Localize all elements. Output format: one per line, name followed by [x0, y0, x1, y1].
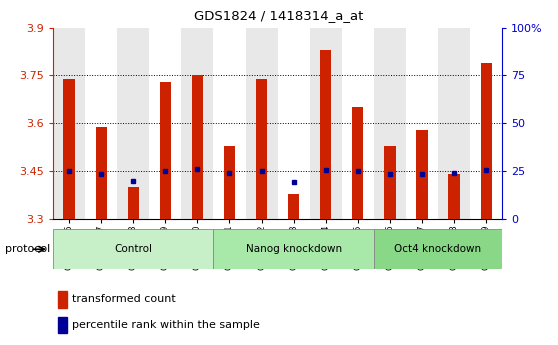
Bar — [128, 187, 139, 219]
Text: percentile rank within the sample: percentile rank within the sample — [72, 320, 260, 330]
Bar — [64, 79, 75, 219]
Bar — [374, 229, 502, 269]
Bar — [438, 28, 470, 219]
Bar — [384, 146, 396, 219]
Bar — [246, 28, 277, 219]
Bar — [53, 229, 213, 269]
Bar — [320, 50, 331, 219]
Text: Oct4 knockdown: Oct4 knockdown — [395, 244, 482, 254]
Bar — [480, 63, 492, 219]
Bar — [181, 28, 213, 219]
Bar — [160, 82, 171, 219]
Bar — [341, 28, 374, 219]
Bar — [416, 130, 427, 219]
Bar — [352, 107, 363, 219]
Bar — [53, 28, 85, 219]
Bar — [149, 28, 181, 219]
Bar — [95, 127, 107, 219]
Bar — [288, 194, 299, 219]
Bar — [278, 28, 310, 219]
Bar — [57, 291, 68, 307]
Bar — [224, 146, 235, 219]
Bar — [192, 76, 203, 219]
Bar — [213, 229, 374, 269]
Bar — [117, 28, 149, 219]
Bar — [374, 28, 406, 219]
Bar — [406, 28, 438, 219]
Text: Nanog knockdown: Nanog knockdown — [246, 244, 341, 254]
Bar — [85, 28, 117, 219]
Bar — [470, 28, 502, 219]
Text: GDS1824 / 1418314_a_at: GDS1824 / 1418314_a_at — [194, 9, 364, 22]
Bar — [449, 175, 460, 219]
Text: transformed count: transformed count — [72, 294, 176, 304]
Bar — [57, 317, 68, 333]
Text: Control: Control — [114, 244, 152, 254]
Bar — [256, 79, 267, 219]
Bar — [310, 28, 341, 219]
Bar — [213, 28, 246, 219]
Text: protocol: protocol — [5, 244, 50, 254]
